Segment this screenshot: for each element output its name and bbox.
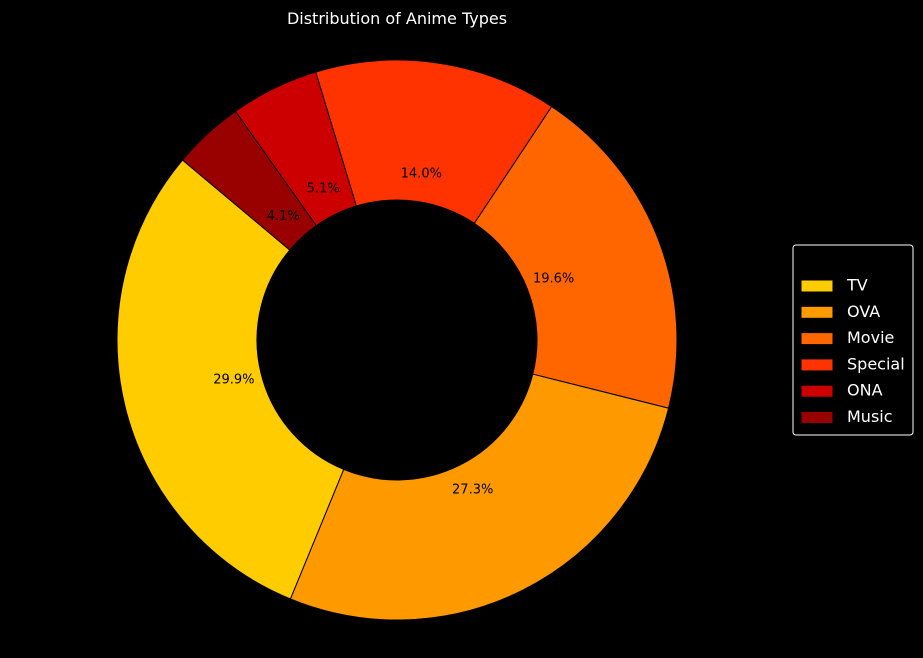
- pie-slice-ova: [289, 373, 670, 621]
- legend-label-movie: Movie: [847, 328, 894, 347]
- legend-swatch-special: [800, 358, 834, 372]
- chart-title: Distribution of Anime Types: [287, 9, 507, 28]
- pie-slice-movie: [473, 105, 678, 409]
- pie-slice-music: [181, 110, 317, 251]
- legend-swatch-music: [800, 411, 834, 424]
- pie-slice-special: [315, 59, 553, 224]
- legend-label-tv: TV: [846, 276, 868, 295]
- pie-label-special: 14.0%: [401, 166, 442, 181]
- legend-items: TV OVA Movie Special ONA Music: [800, 276, 905, 426]
- legend-swatch-ona: [800, 384, 834, 398]
- legend: TV OVA Movie Special ONA Music: [792, 244, 914, 436]
- pie-slices: [116, 59, 678, 621]
- pie-slice-tv: [116, 159, 345, 600]
- legend-swatch-movie: [800, 332, 834, 346]
- legend-label-special: Special: [847, 354, 905, 373]
- legend-label-ova: OVA: [847, 302, 880, 321]
- legend-label-ona: ONA: [847, 381, 883, 400]
- pie-label-movie: 19.6%: [533, 272, 574, 287]
- legend-label-music: Music: [847, 407, 893, 426]
- pie-label-ova: 27.3%: [452, 482, 493, 497]
- legend-swatch-tv: [800, 279, 834, 293]
- pie-percent-labels: 29.9% 27.3% 19.6% 14.0% 5.1% 4.1%: [213, 166, 574, 497]
- pie-label-ona: 5.1%: [307, 182, 340, 197]
- pie-label-tv: 29.9%: [213, 373, 254, 388]
- pie-label-music: 4.1%: [267, 209, 300, 224]
- legend-swatch-ova: [800, 305, 834, 319]
